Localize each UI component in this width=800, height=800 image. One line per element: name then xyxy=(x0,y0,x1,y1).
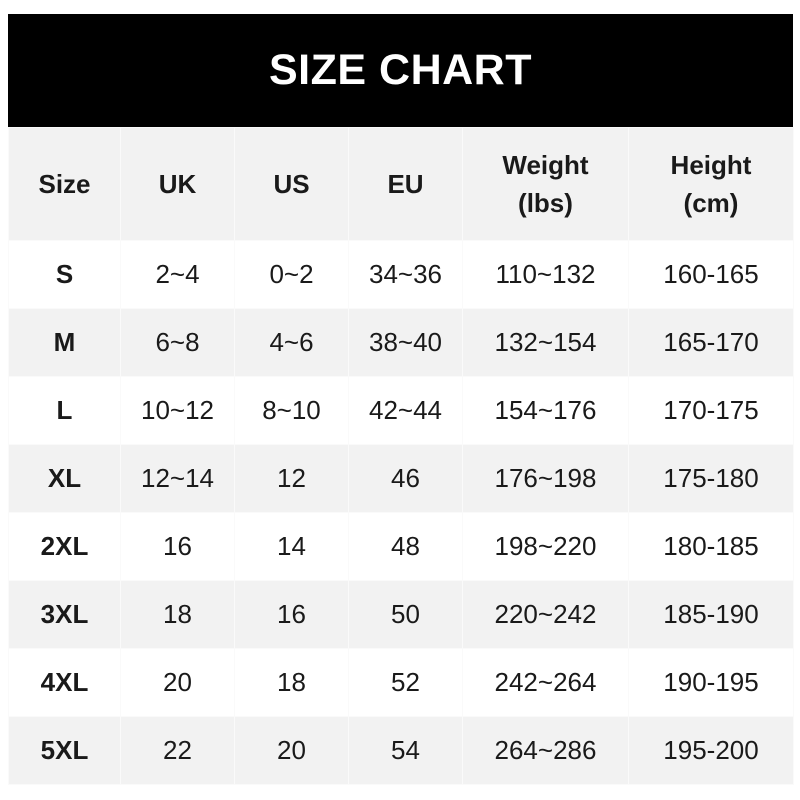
header-row: Size UK US EU Weight (lbs) Height (cm) xyxy=(8,127,794,241)
cell-us: 20 xyxy=(234,716,349,785)
cell-height: 180-185 xyxy=(628,512,794,581)
table-row: 2XL 16 14 48 198~220 180-185 xyxy=(8,512,794,581)
table-row: 4XL 20 18 52 242~264 190-195 xyxy=(8,648,794,717)
cell-weight: 220~242 xyxy=(462,580,629,649)
cell-eu: 46 xyxy=(348,444,463,513)
cell-uk: 16 xyxy=(120,512,235,581)
cell-eu: 54 xyxy=(348,716,463,785)
column-header-uk: UK xyxy=(120,127,235,241)
cell-eu: 52 xyxy=(348,648,463,717)
cell-size: XL xyxy=(8,444,121,513)
table-row: 3XL 18 16 50 220~242 185-190 xyxy=(8,580,794,649)
cell-height: 175-180 xyxy=(628,444,794,513)
size-table: Size UK US EU Weight (lbs) Height (cm) S 2~4 0~… xyxy=(8,127,794,785)
cell-us: 14 xyxy=(234,512,349,581)
column-header-size: Size xyxy=(8,127,121,241)
cell-uk: 22 xyxy=(120,716,235,785)
cell-weight: 242~264 xyxy=(462,648,629,717)
cell-uk: 18 xyxy=(120,580,235,649)
cell-height: 160-165 xyxy=(628,240,794,309)
size-chart-title: SIZE CHART xyxy=(8,14,793,127)
cell-size: 3XL xyxy=(8,580,121,649)
cell-size: S xyxy=(8,240,121,309)
cell-uk: 10~12 xyxy=(120,376,235,445)
cell-weight: 198~220 xyxy=(462,512,629,581)
table-row: L 10~12 8~10 42~44 154~176 170-175 xyxy=(8,376,794,445)
cell-eu: 34~36 xyxy=(348,240,463,309)
cell-height: 190-195 xyxy=(628,648,794,717)
cell-weight: 132~154 xyxy=(462,308,629,377)
cell-uk: 20 xyxy=(120,648,235,717)
cell-size: L xyxy=(8,376,121,445)
cell-us: 18 xyxy=(234,648,349,717)
table-row: M 6~8 4~6 38~40 132~154 165-170 xyxy=(8,308,794,377)
cell-size: 2XL xyxy=(8,512,121,581)
cell-eu: 42~44 xyxy=(348,376,463,445)
column-header-height: Height (cm) xyxy=(628,127,794,241)
cell-weight: 176~198 xyxy=(462,444,629,513)
column-header-eu: EU xyxy=(348,127,463,241)
cell-height: 195-200 xyxy=(628,716,794,785)
cell-weight: 110~132 xyxy=(462,240,629,309)
table-row: 5XL 22 20 54 264~286 195-200 xyxy=(8,716,794,785)
column-header-weight: Weight (lbs) xyxy=(462,127,629,241)
cell-eu: 50 xyxy=(348,580,463,649)
table-row: S 2~4 0~2 34~36 110~132 160-165 xyxy=(8,240,794,309)
cell-us: 8~10 xyxy=(234,376,349,445)
cell-height: 185-190 xyxy=(628,580,794,649)
cell-us: 4~6 xyxy=(234,308,349,377)
cell-uk: 12~14 xyxy=(120,444,235,513)
cell-eu: 48 xyxy=(348,512,463,581)
cell-weight: 154~176 xyxy=(462,376,629,445)
cell-size: M xyxy=(8,308,121,377)
cell-eu: 38~40 xyxy=(348,308,463,377)
table-row: XL 12~14 12 46 176~198 175-180 xyxy=(8,444,794,513)
cell-us: 16 xyxy=(234,580,349,649)
cell-height: 165-170 xyxy=(628,308,794,377)
cell-uk: 2~4 xyxy=(120,240,235,309)
cell-us: 12 xyxy=(234,444,349,513)
cell-size: 5XL xyxy=(8,716,121,785)
column-header-us: US xyxy=(234,127,349,241)
cell-height: 170-175 xyxy=(628,376,794,445)
cell-uk: 6~8 xyxy=(120,308,235,377)
cell-weight: 264~286 xyxy=(462,716,629,785)
cell-size: 4XL xyxy=(8,648,121,717)
cell-us: 0~2 xyxy=(234,240,349,309)
